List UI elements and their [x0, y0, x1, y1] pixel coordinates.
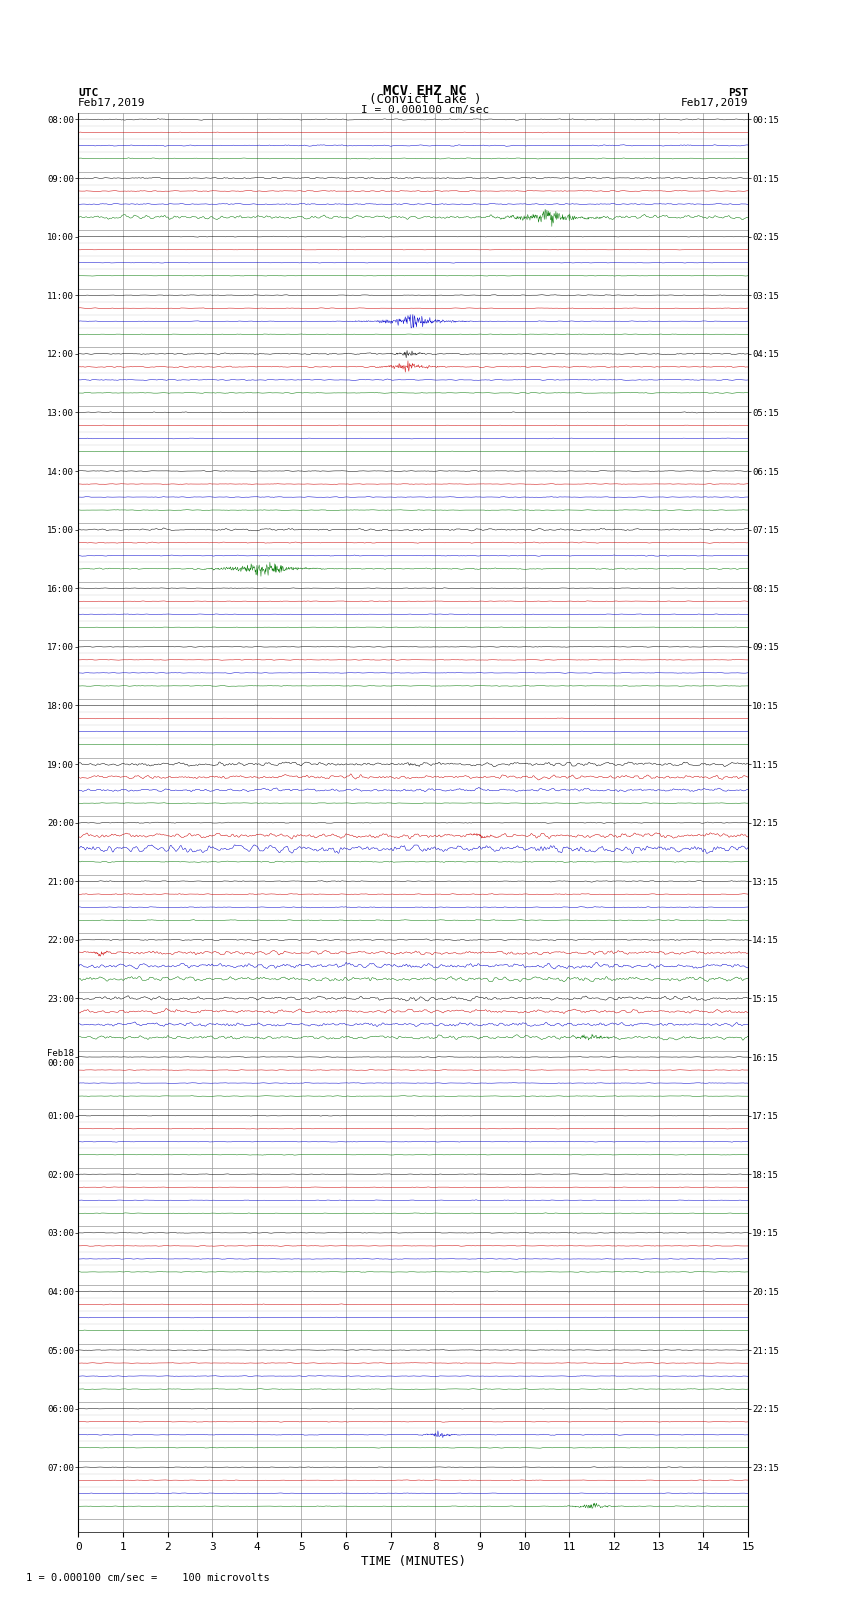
- Text: Feb17,2019: Feb17,2019: [681, 98, 748, 108]
- Text: (Convict Lake ): (Convict Lake ): [369, 94, 481, 106]
- Text: UTC: UTC: [78, 87, 99, 97]
- Text: Feb17,2019: Feb17,2019: [78, 98, 145, 108]
- Text: PST: PST: [728, 87, 748, 97]
- Text: 1 = 0.000100 cm/sec =    100 microvolts: 1 = 0.000100 cm/sec = 100 microvolts: [26, 1573, 269, 1582]
- X-axis label: TIME (MINUTES): TIME (MINUTES): [360, 1555, 466, 1568]
- Text: MCV EHZ NC: MCV EHZ NC: [383, 84, 467, 97]
- Text: I = 0.000100 cm/sec: I = 0.000100 cm/sec: [361, 105, 489, 116]
